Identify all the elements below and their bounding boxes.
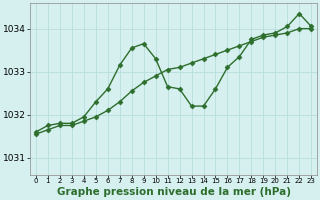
X-axis label: Graphe pression niveau de la mer (hPa): Graphe pression niveau de la mer (hPa) xyxy=(57,187,291,197)
